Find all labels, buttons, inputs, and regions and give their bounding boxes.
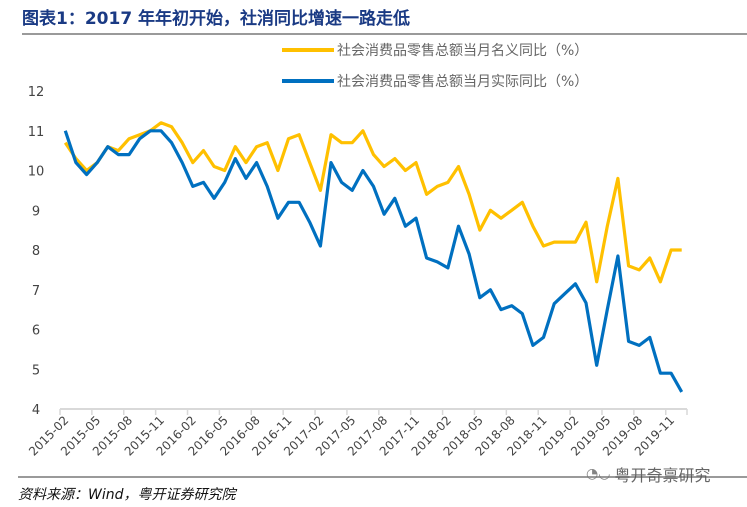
- y-tick-label: 5: [32, 363, 40, 378]
- source-note: 资料来源：Wind，粤开证券研究院: [18, 487, 236, 503]
- legend-label-real: 社会消费品零售总额当月实际同比（%）: [337, 74, 589, 90]
- wechat-icon: ◔◡: [586, 466, 611, 482]
- y-tick-label: 7: [32, 284, 40, 299]
- legend-swatch-real: [282, 79, 334, 83]
- legend-item-real: 社会消费品零售总额当月实际同比（%）: [282, 71, 588, 91]
- watermark: ◔◡ 粤开奇禀研究: [586, 462, 710, 486]
- legend-swatch-nominal: [282, 48, 334, 52]
- y-tick-label: 10: [28, 165, 45, 180]
- y-tick-label: 6: [32, 324, 40, 339]
- y-tick-label: 4: [32, 403, 40, 418]
- y-tick-label: 11: [28, 125, 45, 140]
- y-tick-label: 9: [32, 204, 40, 219]
- legend-item-nominal: 社会消费品零售总额当月名义同比（%）: [282, 40, 588, 60]
- watermark-text: 粤开奇禀研究: [614, 466, 711, 485]
- figure-title: 图表1：2017 年年初开始，社消同比增速一路走低: [22, 9, 411, 29]
- source-divider: [18, 476, 747, 478]
- series-line-real: [63, 129, 684, 393]
- series-line-nominal: [63, 121, 682, 284]
- legend-label-nominal: 社会消费品零售总额当月名义同比（%）: [337, 43, 589, 59]
- y-tick-label: 12: [28, 85, 45, 100]
- title-divider: [22, 33, 747, 35]
- y-tick-label: 8: [32, 244, 40, 259]
